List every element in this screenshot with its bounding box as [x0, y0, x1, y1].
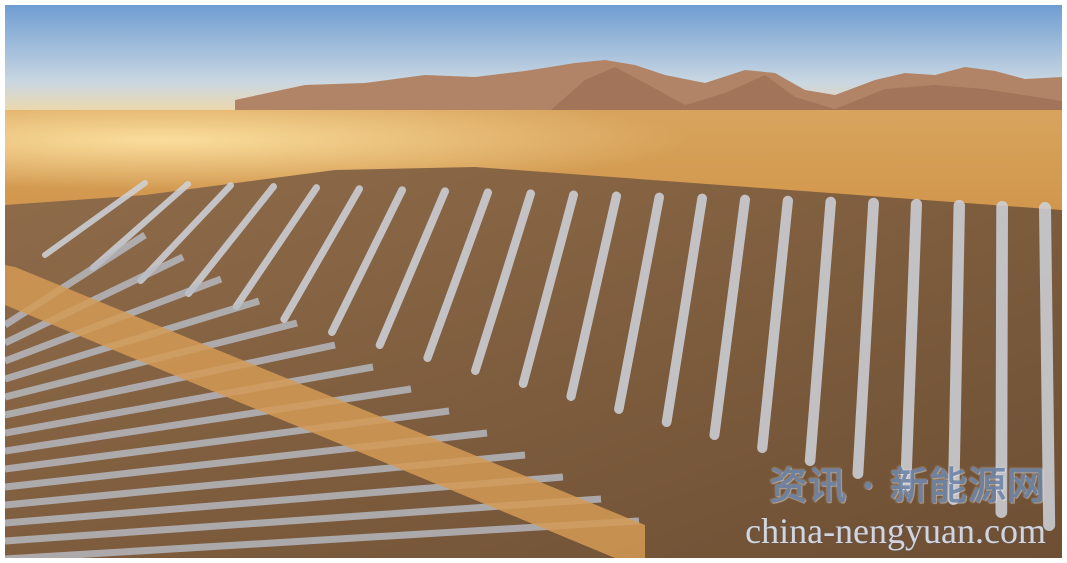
mirror-row: [757, 195, 793, 453]
mirror-row: [518, 190, 578, 389]
photo-frame: 资讯 · 新能源网 china-nengyuan.com: [5, 5, 1062, 558]
mirror-row: [42, 180, 148, 258]
mirror-row: [423, 188, 493, 363]
mirror-row: [995, 200, 1009, 519]
mirror-row: [709, 194, 750, 440]
watermark-title: 资讯 · 新能源网: [769, 463, 1046, 508]
mirror-row: [89, 181, 192, 272]
mirror-row: [947, 199, 966, 506]
mirror-rows-back: [42, 180, 1056, 531]
watermark-url: china-nengyuan.com: [745, 511, 1046, 551]
mirror-row: [566, 191, 622, 401]
mirror-row: [232, 184, 320, 310]
mirror-row: [5, 341, 336, 419]
mirror-row: [614, 192, 664, 414]
mirror-row: [5, 517, 640, 558]
mirror-row: [280, 185, 363, 323]
mirror-row: [1039, 202, 1056, 531]
mirror-row: [375, 187, 449, 349]
mirror-row: [471, 189, 536, 376]
mirror-row: [185, 183, 278, 298]
mirror-row: [661, 193, 708, 427]
access-road: [5, 265, 645, 558]
mirror-row: [137, 182, 234, 285]
mirror-row: [852, 197, 879, 479]
mirror-row: [5, 363, 374, 437]
mirror-row: [900, 198, 923, 493]
mirror-row: [804, 196, 836, 466]
mirror-row: [5, 385, 412, 455]
landscape-photo: [5, 5, 1062, 558]
mirror-row: [328, 186, 406, 336]
